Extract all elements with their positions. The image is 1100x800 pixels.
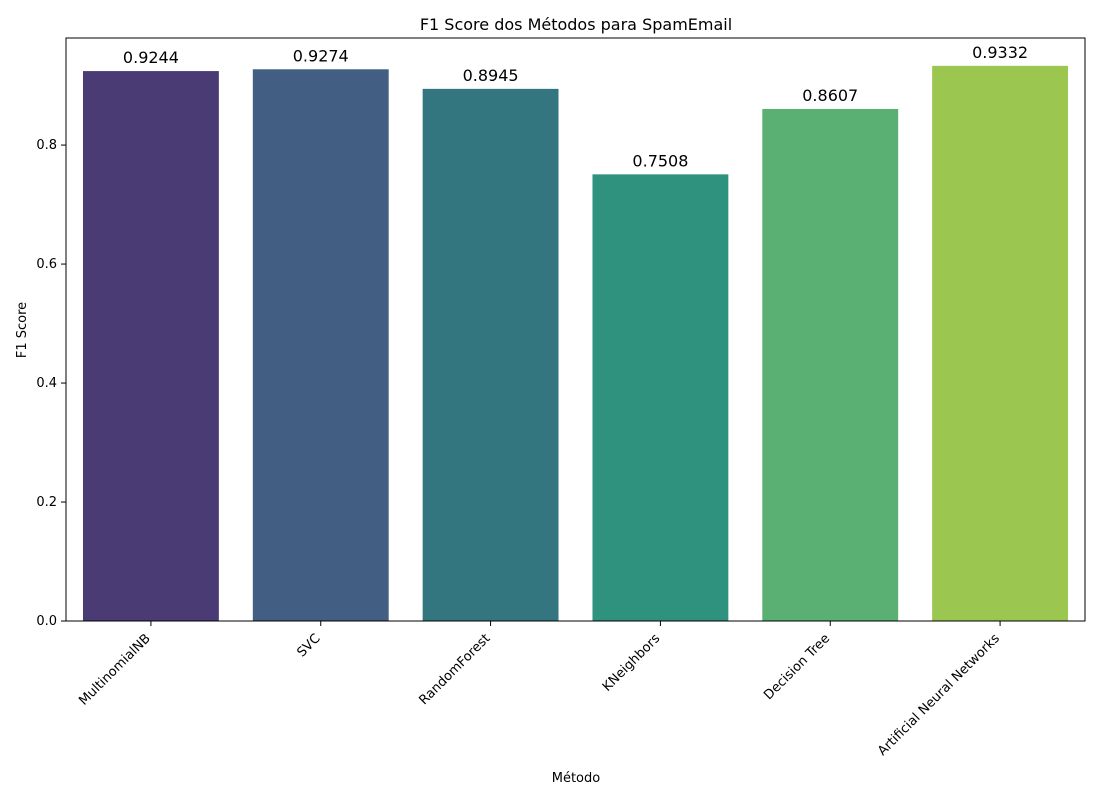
y-tick-label: 0.6 [36, 257, 57, 272]
data-label: 0.9332 [972, 43, 1028, 62]
y-tick-label: 0.0 [36, 614, 57, 629]
data-label: 0.8945 [463, 66, 519, 85]
chart-title: F1 Score dos Métodos para SpamEmail [420, 15, 732, 34]
plot-frame [65, 37, 1086, 622]
x-tick-label: Artificial Neural Networks [875, 631, 1003, 759]
x-tick-label: Decision Tree [761, 631, 833, 703]
bar [422, 88, 559, 622]
data-label: 0.7508 [632, 151, 688, 170]
bar [592, 174, 729, 621]
x-tick-label: SVC [294, 631, 323, 660]
bar [252, 69, 389, 622]
data-label: 0.8607 [802, 86, 858, 105]
data-label: 0.9274 [293, 46, 349, 65]
y-axis-label: F1 Score [15, 302, 30, 358]
x-tick-label: RandomForest [417, 631, 494, 708]
x-axis-label: Método [552, 771, 601, 786]
x-tick-label: MultinomialNB [76, 631, 153, 708]
plot-area: 0.0 0.2 0.4 0.6 0.8 0.9244 MultinomialNB 0.9274… [36, 43, 1069, 759]
x-tick-label: KNeighbors [600, 631, 664, 695]
y-tick-label: 0.4 [36, 376, 57, 391]
bar [762, 108, 899, 622]
data-label: 0.9244 [123, 48, 179, 67]
bar [82, 71, 219, 622]
bar [932, 65, 1069, 621]
y-tick-label: 0.2 [36, 495, 57, 510]
y-tick-label: 0.8 [36, 138, 57, 153]
